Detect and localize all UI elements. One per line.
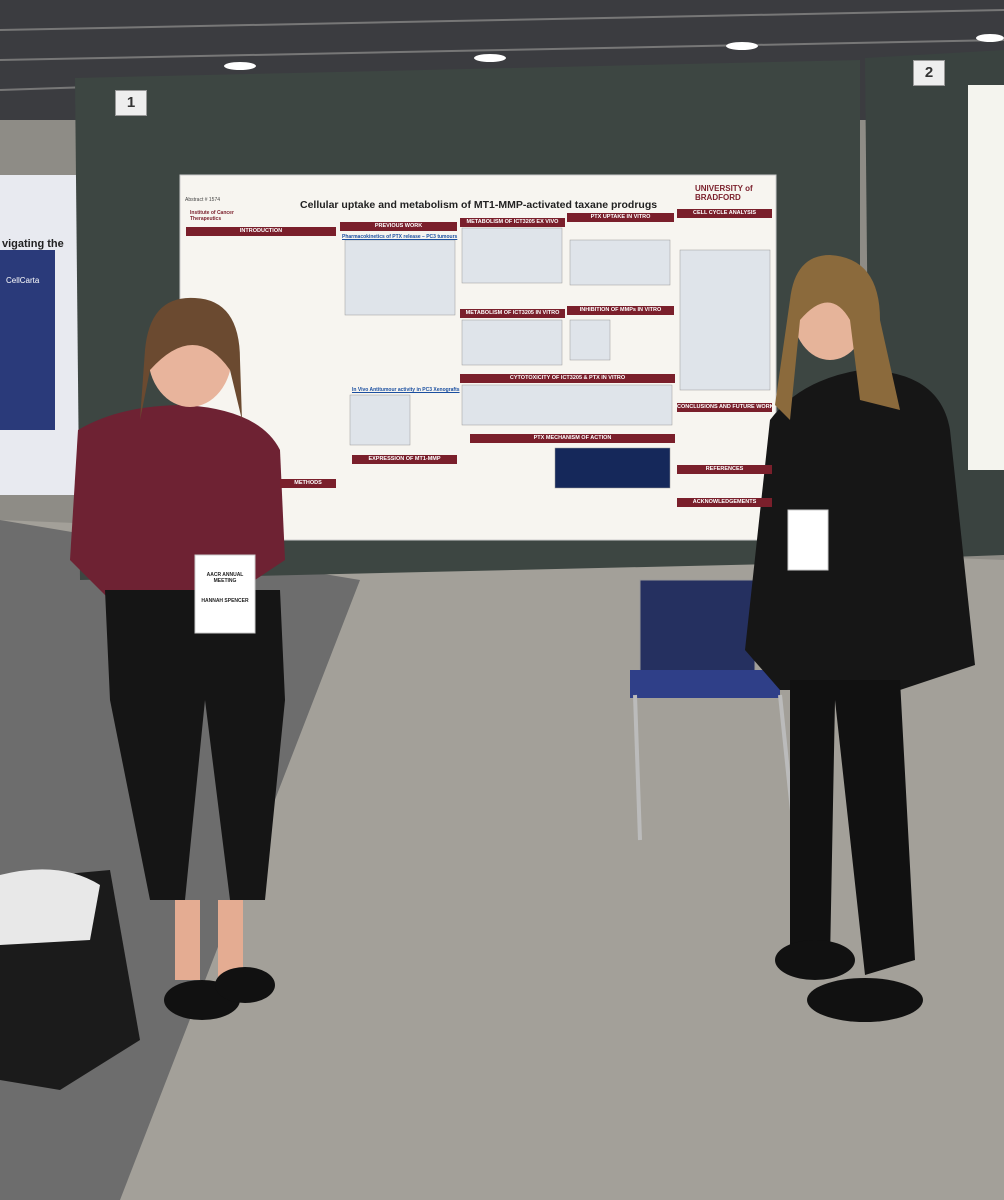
section-heading: METABOLISM OF ICT3205 IN VITRO (460, 309, 565, 318)
left-person (70, 297, 285, 1020)
logo-left: Institute of Cancer Therapeutics (190, 210, 234, 222)
section-heading: PREVIOUS WORK (340, 222, 457, 231)
section-heading: CYTOTOXICITY OF ICT3205 & PTX IN VITRO (460, 374, 675, 383)
chair (630, 579, 797, 841)
section-heading: CONCLUSIONS AND FUTURE WORK (677, 403, 772, 412)
badge-meeting: AACR ANNUAL MEETING (198, 572, 252, 584)
poster-title: Cellular uptake and metabolism of MT1-MM… (300, 199, 658, 211)
badge-left (194, 554, 256, 634)
section-heading: PTX MECHANISM OF ACTION (470, 434, 675, 443)
logo-right: UNIVERSITY of BRADFORD (695, 184, 753, 202)
booth-number: 2 (913, 60, 945, 86)
section-heading: PTX UPTAKE IN VITRO (567, 213, 674, 222)
right-person (745, 255, 975, 1022)
booth-number: 1 (115, 90, 147, 116)
badge-right (787, 509, 829, 571)
section-heading: INHIBITION OF MMPs IN VITRO (567, 306, 674, 315)
badge-name: HANNAH SPENCER (198, 598, 252, 604)
abstract-number: Abstract # 1574 (185, 197, 221, 203)
neighbor-poster (968, 85, 1004, 470)
lights (224, 34, 1004, 70)
section-heading: METABOLISM OF ICT3205 EX VIVO (460, 218, 565, 227)
side-booth-text: vigating the (2, 238, 64, 250)
section-heading: EXPRESSION OF MT1-MMP (352, 455, 457, 464)
subheading: In Vivo Antitumour activity in PC3 Xenog… (352, 387, 460, 393)
section-heading: METHODS (280, 479, 336, 488)
section-heading: ACKNOWLEDGEMENTS (677, 498, 772, 507)
poster-figures (344, 227, 771, 489)
subheading: Pharmacokinetics of PTX release – PC3 tu… (342, 234, 458, 240)
side-booth-panel (0, 250, 55, 430)
section-heading: INTRODUCTION (186, 227, 336, 236)
section-heading: CELL CYCLE ANALYSIS (677, 209, 772, 218)
bags (0, 869, 140, 1090)
section-heading: REFERENCES (677, 465, 772, 474)
side-booth-brand: CellCarta (6, 276, 40, 285)
